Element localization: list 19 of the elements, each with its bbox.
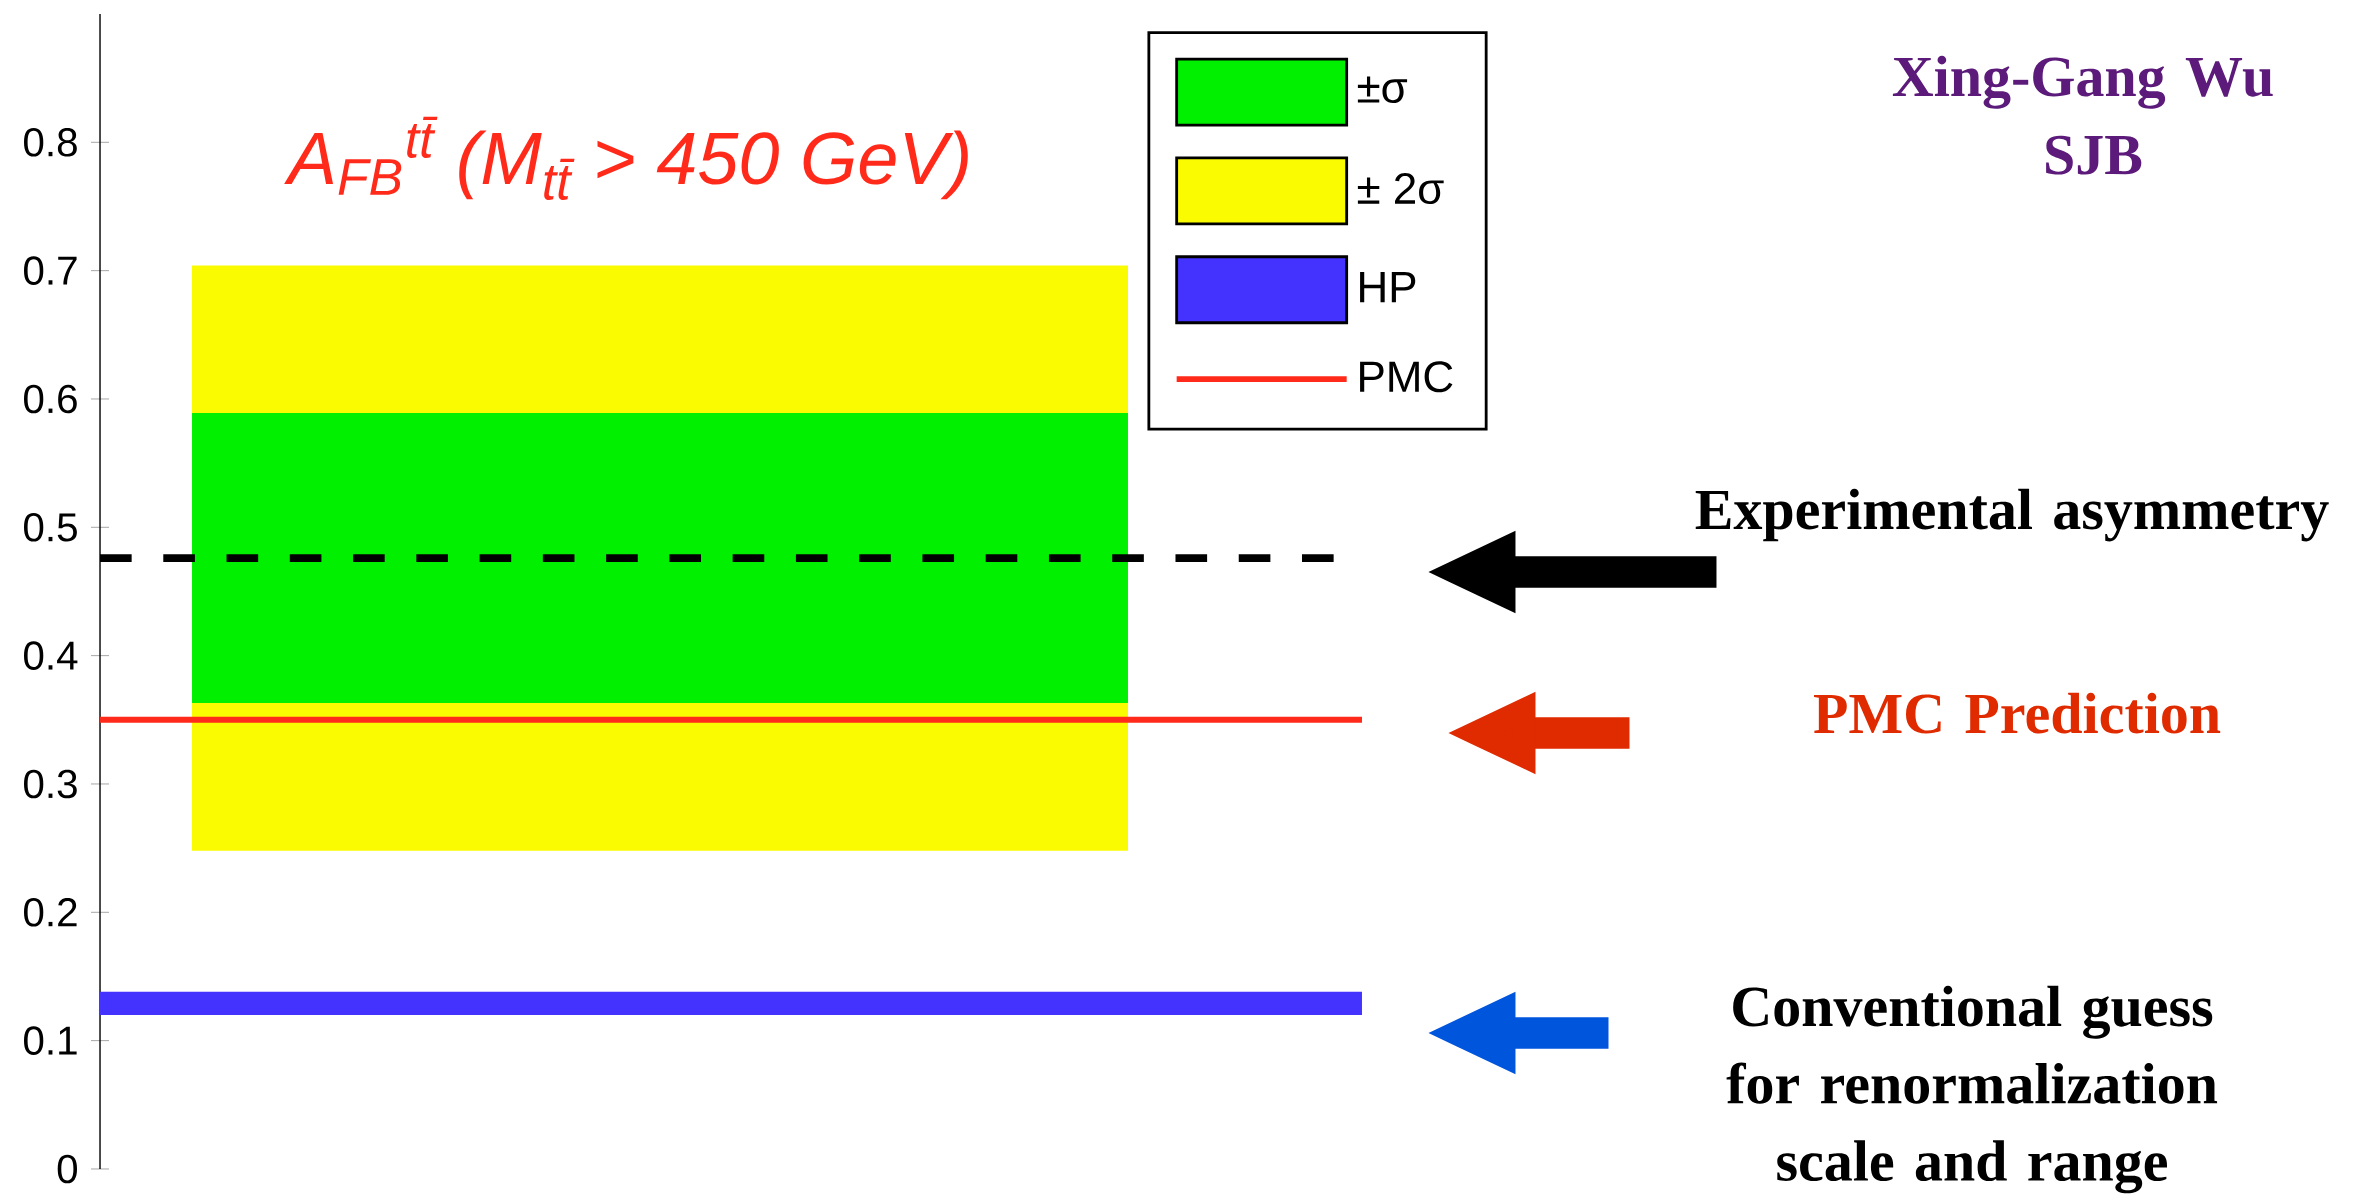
y-tick-label: 0.8 [24,128,77,157]
text: Conventional guess for renormalization scale and range [1726,985,2218,1194]
text: SJB [2046,135,2142,175]
text: A$_{FB}$$^{tt̄}$ (M$_{tt̄}$ > 450 GeV) [284,116,968,200]
text: PMC Prediction [1814,692,2221,734]
y-tick-label: 0.7 [24,256,77,285]
y-tick-label: 0 [57,1154,78,1184]
y-tick-label: 0.4 [24,641,78,670]
y-tick-label: 0.2 [24,898,77,927]
legend-label: ± 2σ [1357,173,1444,205]
text: Experimental asymmetry [1695,488,2329,542]
y-tick-label: 0.1 [24,1026,77,1055]
legend-label: PMC [1360,361,1453,393]
legend-label: ±σ [1357,76,1408,104]
y-tick-label: 0.3 [24,769,77,799]
legend-label: HP [1360,272,1416,303]
y-tick-label: 0.5 [24,513,77,542]
y-tick-label: 0.6 [24,384,77,414]
text: Xing-Gang Wu [1892,55,2273,109]
